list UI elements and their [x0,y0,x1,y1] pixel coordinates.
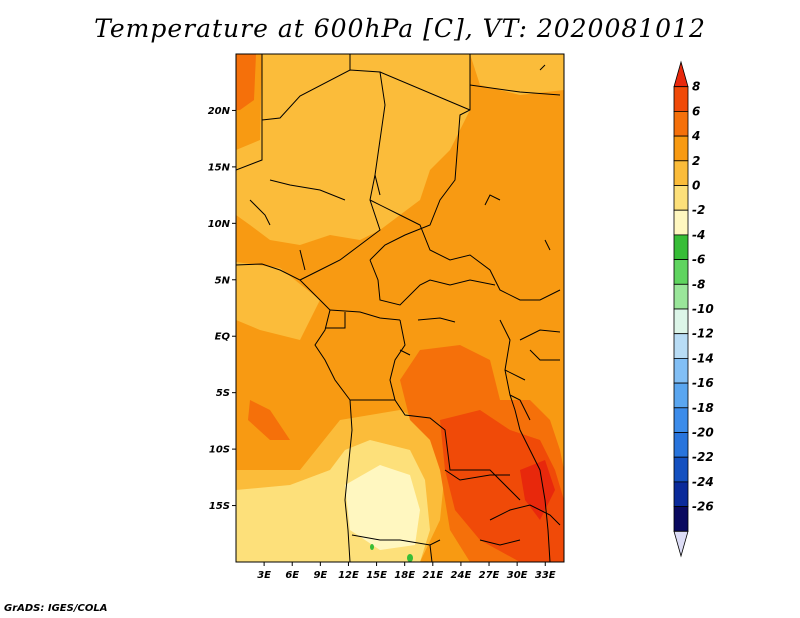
lon-tick-label: 33E [535,570,556,581]
colorbar-label: -22 [692,450,714,464]
lat-tick-label: 10N [208,219,231,230]
colorbar-swatch [673,86,689,112]
lon-tick-label: 30E [507,570,528,581]
lon-tick-label: 21E [422,570,443,581]
colorbar-label: 4 [691,129,700,143]
lat-tick-label: 15S [209,501,230,512]
lon-tick-label: 12E [338,570,359,581]
colorbar-label: -6 [692,253,705,267]
longitude-axis: 3E 6E 9E 12E 15E 18E 21E 24E 27E 30E 33E [257,562,556,581]
colorbar-swatch [673,135,689,162]
colorbar-swatch [673,185,689,211]
lon-tick-label: 6E [285,570,299,581]
colorbar-label: -26 [692,500,714,514]
colorbar-swatch [673,60,689,88]
latitude-axis: 20N 15N 10N 5N EQ 5S 10S 15S [208,106,236,512]
footer-credit: GrADS: IGES/COLA [4,603,108,614]
map-frame [235,53,565,563]
colorbar-label: 2 [692,154,700,168]
colorbar-label: 0 [692,179,700,193]
field-region-nw-4-6 [236,54,256,110]
colorbar-swatch [673,209,689,236]
lon-tick-label: 9E [313,570,327,581]
field-spot-m6-b [407,554,413,562]
colorbar-swatch [673,407,689,433]
field-region-w-4-6 [248,400,290,440]
colorbar-label: -4 [692,228,705,242]
colorbar: 8 6 4 2 0 -2 -4 -6 -8 -10 -12 -14 -16 -18 -20 -22 -24 -26 [673,60,714,558]
colorbar-swatch [673,506,689,532]
map-title: Temperature at 600hPa [C], VT: 202008101… [94,14,706,43]
lon-tick-label: 27E [479,570,500,581]
colorbar-label: -24 [692,475,714,489]
colorbar-swatch [673,111,689,137]
colorbar-label: -20 [692,426,714,440]
lat-tick-label: 5S [216,388,230,399]
colorbar-label: -16 [692,376,714,390]
lat-tick-label: EQ [215,332,231,343]
colorbar-swatch [673,160,689,186]
field-region-gulf-0-2 [236,262,320,340]
colorbar-swatch [673,481,689,507]
field-region-sw-m4-m2 [345,465,420,550]
lon-tick-label: 3E [257,570,271,581]
lon-tick-label: 18E [394,570,415,581]
colorbar-swatch [673,259,689,285]
colorbar-swatch [673,333,689,359]
colorbar-label: 8 [692,80,700,94]
lat-tick-label: 15N [208,162,231,173]
field-spot-m6 [370,544,374,550]
colorbar-swatch [673,530,689,558]
colorbar-swatch [673,234,689,260]
colorbar-label: -2 [692,203,705,217]
lon-tick-label: 15E [366,570,387,581]
lat-tick-label: 10S [209,445,230,456]
colorbar-label: -18 [692,401,714,415]
field-region-ne-0-2 [470,54,564,95]
colorbar-label: -14 [692,351,714,365]
lat-tick-label: 5N [215,275,231,286]
colorbar-swatch [673,456,689,483]
field-region-se-6-8 [440,410,564,562]
colorbar-swatch [673,308,689,335]
lon-tick-label: 24E [451,570,472,581]
colorbar-label: -10 [692,302,714,316]
temperature-field [236,54,564,562]
colorbar-swatch [673,357,689,384]
country-boundaries [236,54,561,562]
colorbar-label: -8 [692,277,705,291]
colorbar-swatch [673,382,689,409]
colorbar-label: 6 [692,104,700,118]
lat-tick-label: 20N [208,106,231,117]
colorbar-swatch [673,283,689,310]
colorbar-label: -12 [692,327,714,341]
colorbar-swatch [673,432,689,458]
